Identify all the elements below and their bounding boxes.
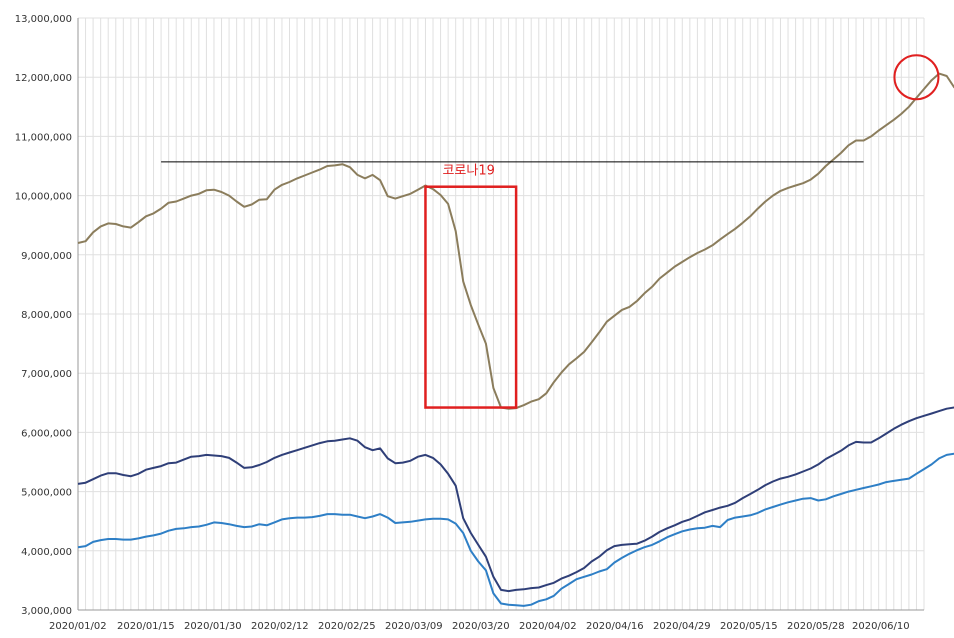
y-tick-label: 13,000,000 [15,14,72,25]
series-3-line [77,452,954,607]
x-tick-label: 2020/04/16 [586,621,644,632]
x-tick-label: 2020/02/25 [318,621,376,632]
y-tick-label: 9,000,000 [21,251,72,262]
covid-annotation-label: 코로나19 [442,164,494,179]
covid-highlight-box [424,185,518,409]
x-tick-label: 2020/05/28 [787,621,845,632]
x-axis-ticks: 2020/01/02 2020/01/15 2020/01/30 2020/02/12… [49,621,910,632]
y-tick-label: 3,000,000 [21,606,72,617]
axes [77,18,924,611]
y-tick-label: 6,000,000 [21,428,72,439]
annotations: 코로나19 [161,54,940,409]
x-tick-label: 2020/05/15 [720,621,778,632]
y-tick-label: 12,000,000 [15,73,72,84]
y-axis-ticks: 3,000,000 4,000,000 5,000,000 6,000,000 7,00… [15,14,72,617]
y-tick-label: 7,000,000 [21,369,72,380]
peak-highlight-circle [893,54,940,101]
x-tick-label: 2020/01/02 [49,621,107,632]
x-tick-label: 2020/02/12 [251,621,309,632]
x-tick-label: 2020/03/09 [385,621,443,632]
y-tick-label: 8,000,000 [21,310,72,321]
x-tick-label: 2020/04/02 [519,621,577,632]
y-tick-label: 5,000,000 [21,488,72,499]
series-1-line [77,72,954,410]
y-tick-label: 10,000,000 [15,192,72,203]
series-2-line [77,406,954,593]
grid [77,17,925,611]
x-tick-label: 2020/06/10 [852,621,910,632]
x-tick-label: 2020/03/20 [452,621,510,632]
x-tick-label: 2020/04/29 [653,621,711,632]
y-tick-label: 11,000,000 [15,132,72,143]
x-tick-label: 2020/01/15 [117,621,175,632]
y-tick-label: 4,000,000 [21,547,72,558]
series-lines [77,72,954,607]
x-tick-label: 2020/01/30 [184,621,242,632]
